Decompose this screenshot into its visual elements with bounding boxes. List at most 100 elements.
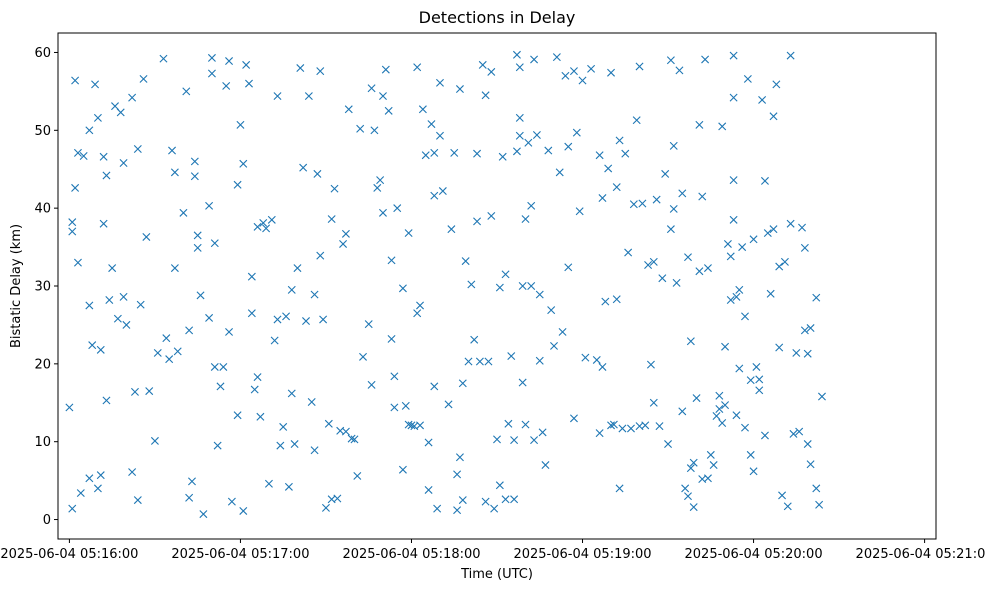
data-point <box>701 55 710 64</box>
data-point <box>267 215 276 224</box>
data-point <box>165 355 174 364</box>
data-point <box>133 496 142 505</box>
data-point <box>444 400 453 409</box>
data-point <box>638 199 647 208</box>
y-tick-label: 20 <box>34 357 51 372</box>
data-point <box>741 423 749 432</box>
data-point <box>324 419 333 428</box>
data-point <box>686 337 695 346</box>
data-point <box>162 334 171 343</box>
data-point <box>96 345 105 354</box>
data-point <box>678 189 687 198</box>
data-point <box>210 239 219 248</box>
data-point <box>227 497 236 506</box>
chart-title: Detections in Delay <box>419 8 576 27</box>
data-point <box>225 327 234 336</box>
data-point <box>447 225 456 234</box>
data-point <box>418 105 427 114</box>
data-point <box>786 51 795 60</box>
data-point <box>433 504 442 513</box>
data-point <box>413 63 422 72</box>
data-point <box>501 495 510 504</box>
data-point <box>703 474 712 483</box>
data-point <box>65 403 74 412</box>
data-point <box>99 219 108 228</box>
data-point <box>669 204 678 213</box>
data-point <box>341 229 350 238</box>
data-point <box>273 315 282 324</box>
data-point <box>712 412 721 420</box>
data-point <box>350 435 359 444</box>
data-point <box>760 431 769 440</box>
data-point <box>723 239 732 248</box>
data-point <box>108 264 117 273</box>
data-point <box>310 446 319 455</box>
data-point <box>185 493 194 502</box>
data-point <box>735 285 744 294</box>
data-point <box>684 253 692 262</box>
data-point <box>515 63 524 72</box>
data-point <box>470 335 479 344</box>
data-point <box>216 382 225 391</box>
data-point <box>564 142 573 151</box>
data-point <box>304 92 313 101</box>
data-point <box>612 295 621 304</box>
data-point <box>498 152 507 161</box>
data-point <box>595 429 604 438</box>
data-point <box>424 485 433 494</box>
data-point <box>128 93 137 102</box>
data-point <box>684 492 692 501</box>
data-point <box>527 282 536 290</box>
data-point <box>302 317 310 326</box>
data-point <box>732 292 741 301</box>
data-point <box>287 285 296 294</box>
data-point <box>153 348 162 357</box>
data-point <box>68 227 77 236</box>
data-point <box>435 131 444 140</box>
data-point <box>73 148 82 157</box>
data-point <box>666 56 675 65</box>
data-point <box>427 120 436 129</box>
data-point <box>179 208 188 217</box>
data-point <box>233 180 242 189</box>
data-point <box>276 441 285 450</box>
data-point <box>812 293 821 302</box>
data-point <box>507 352 516 361</box>
data-point <box>715 391 724 400</box>
data-point <box>587 64 596 73</box>
data-point <box>473 149 482 158</box>
data-point <box>193 243 202 252</box>
data-point <box>247 309 256 318</box>
data-point <box>678 407 687 416</box>
data-point <box>310 290 319 299</box>
data-point <box>758 95 767 104</box>
data-point <box>190 172 199 181</box>
data-point <box>376 176 385 185</box>
data-point <box>789 429 798 438</box>
data-point <box>438 187 447 196</box>
data-point <box>264 479 273 488</box>
data-point <box>795 427 804 436</box>
y-axis-label: Bistatic Delay (km) <box>9 224 24 348</box>
data-point <box>532 130 541 139</box>
data-point <box>458 496 467 505</box>
data-point <box>487 67 496 76</box>
data-point <box>367 84 376 93</box>
data-point <box>93 484 102 493</box>
data-point <box>609 420 618 429</box>
data-point <box>655 422 664 431</box>
data-point <box>384 106 393 115</box>
data-point <box>806 324 815 333</box>
y-tick-label: 60 <box>34 46 51 61</box>
data-point <box>430 148 439 157</box>
data-point <box>133 145 142 153</box>
data-point <box>464 357 473 366</box>
data-point <box>207 69 216 78</box>
data-point <box>96 471 105 480</box>
data-point <box>478 60 487 69</box>
data-point <box>68 504 77 513</box>
data-point <box>649 257 658 266</box>
data-point <box>196 291 205 300</box>
data-point <box>535 290 544 299</box>
